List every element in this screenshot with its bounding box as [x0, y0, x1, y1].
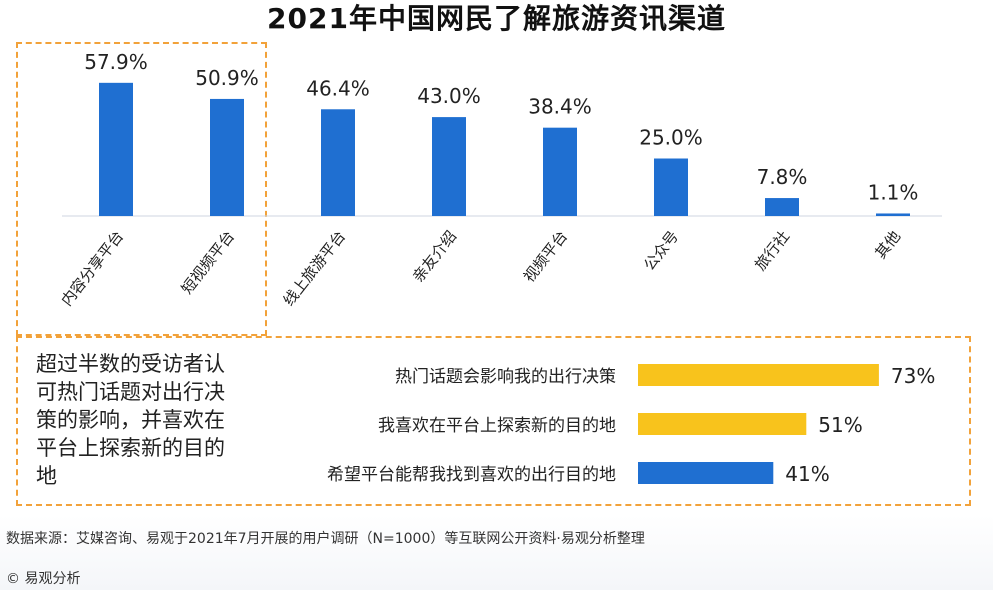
- bar-value-label: 38.4%: [528, 95, 592, 119]
- category-label: 公众号: [640, 227, 682, 274]
- hbar-value-label: 41%: [785, 462, 829, 486]
- hbar-category-label: 希望平台能帮我找到喜欢的出行目的地: [327, 465, 616, 485]
- highlight-box-bottom: [16, 336, 971, 506]
- footer-background: [0, 515, 993, 590]
- bar-value-label: 7.8%: [757, 165, 808, 189]
- category-label: 短视频平台: [178, 227, 238, 297]
- bar-8: [876, 213, 910, 216]
- bar-5: [543, 127, 577, 216]
- bar-value-label: 57.9%: [84, 50, 148, 74]
- summary-text: 超过半数的受访者认可热门话题对出行决策的影响，并喜欢在平台上探索新的目的地: [36, 352, 225, 488]
- chart-svg: 57.9% 内容分享平台 50.9% 短视频平台 46.4% 线上旅游平台 43.0% 亲友介…: [58, 50, 942, 486]
- hbar-category-label: 我喜欢在平台上探索新的目的地: [378, 416, 616, 436]
- hbar-category-label: 热门话题会影响我的出行决策: [395, 367, 616, 387]
- copyright: © 易观分析: [6, 571, 81, 587]
- bar-3: [321, 109, 355, 216]
- hbar-2: [638, 413, 807, 435]
- chart-title: 2021年中国网民了解旅游资讯渠道: [267, 2, 726, 35]
- bar-1: [99, 82, 133, 216]
- hbar-1: [638, 364, 879, 386]
- bar-value-label: 25.0%: [639, 126, 703, 150]
- hbar-3: [638, 462, 774, 484]
- bar-value-label: 43.0%: [417, 84, 481, 108]
- category-label: 其他: [871, 227, 904, 262]
- horizontal-bar-chart: 热门话题会影响我的出行决策 73% 我喜欢在平台上探索新的目的地 51% 希望平台能帮我…: [327, 364, 935, 486]
- category-label: 内容分享平台: [58, 227, 128, 309]
- hbar-value-label: 51%: [818, 413, 862, 437]
- category-label: 旅行社: [751, 227, 793, 274]
- data-source: 数据来源：艾媒咨询、易观于2021年7月开展的用户调研（N=1000）等互联网公…: [6, 531, 645, 547]
- bar-2: [210, 98, 244, 216]
- bar-value-label: 1.1%: [868, 180, 919, 204]
- hbar-value-label: 73%: [891, 364, 935, 388]
- vertical-bar-chart: 57.9% 内容分享平台 50.9% 短视频平台 46.4% 线上旅游平台 43.0% 亲友介…: [58, 50, 942, 309]
- category-label: 视频平台: [520, 227, 571, 285]
- highlight-box-top: [16, 42, 267, 336]
- category-label: 亲友介绍: [409, 227, 460, 285]
- bar-7: [765, 198, 799, 216]
- bar-6: [654, 158, 688, 216]
- category-label: 线上旅游平台: [280, 227, 350, 309]
- bar-value-label: 46.4%: [306, 76, 370, 100]
- bar-value-label: 50.9%: [195, 66, 259, 90]
- bar-4: [432, 117, 466, 216]
